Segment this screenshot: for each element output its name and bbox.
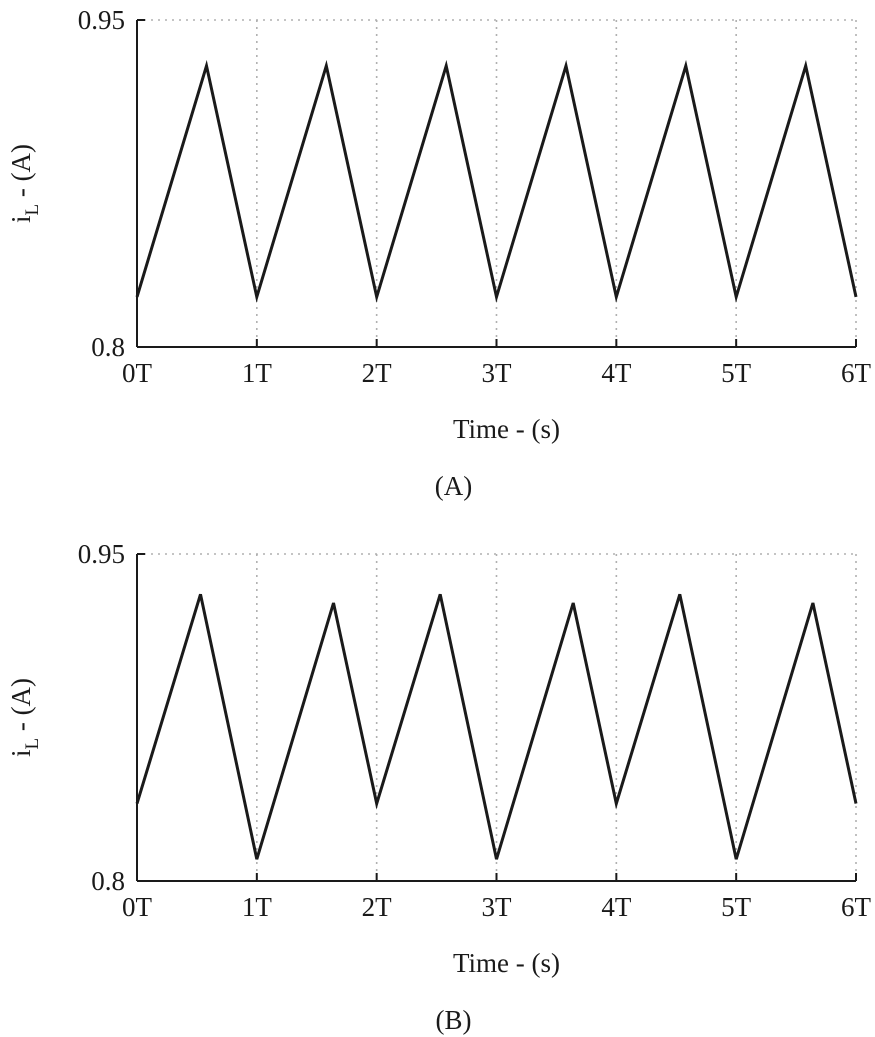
- y-axis-label: iL - (A): [6, 678, 43, 757]
- x-axis-label: Time - (s): [453, 948, 560, 978]
- x-axis-label: Time - (s): [453, 414, 560, 444]
- x-tick-label: 1T: [242, 358, 273, 388]
- x-tick-label: 2T: [362, 892, 393, 922]
- x-tick-label: 2T: [362, 358, 393, 388]
- y-tick-label: 0.8: [91, 332, 125, 362]
- x-tick-label: 5T: [721, 358, 752, 388]
- x-tick-label: 0T: [122, 358, 153, 388]
- y-axis-label-unit: - (A): [6, 678, 36, 738]
- x-tick-label: 4T: [601, 358, 632, 388]
- x-tick-label: 3T: [482, 892, 513, 922]
- y-axis-label-unit: - (A): [6, 144, 36, 204]
- y-axis-label-subscript: L: [22, 204, 43, 216]
- x-tick-label: 6T: [841, 892, 872, 922]
- y-axis-label-main: i: [6, 750, 36, 758]
- x-tick-label: 0T: [122, 892, 153, 922]
- y-tick-label: 0.95: [78, 5, 125, 35]
- series-line-inductor-current: [135, 593, 858, 860]
- series-line-inductor-current: [135, 59, 858, 303]
- y-axis-label-subscript: L: [22, 738, 43, 750]
- chart-panel-a: 0T 1T 2T 3T 4T 5T 6T 0.8 0.95 Time - (s) iL - (A) (…: [6, 5, 872, 501]
- y-tick-label: 0.95: [78, 539, 125, 569]
- y-axis-label-main: i: [6, 216, 36, 224]
- y-axis-label: iL - (A): [6, 144, 43, 223]
- x-tick-label: 3T: [482, 358, 513, 388]
- chart-panel-b: 0T 1T 2T 3T 4T 5T 6T 0.8 0.95 Time - (s) iL - (A) (…: [6, 539, 872, 1035]
- panel-label: (A): [435, 471, 472, 501]
- panel-label: (B): [436, 1005, 472, 1035]
- x-tick-label: 1T: [242, 892, 273, 922]
- x-tick-label: 5T: [721, 892, 752, 922]
- x-tick-label: 6T: [841, 358, 872, 388]
- x-tick-label: 4T: [601, 892, 632, 922]
- y-tick-label: 0.8: [91, 866, 125, 896]
